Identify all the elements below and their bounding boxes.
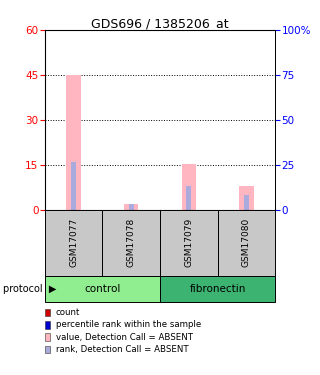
Text: GSM17078: GSM17078: [127, 218, 136, 267]
Bar: [67, 75, 81, 210]
Bar: [181, 164, 196, 210]
Text: GDS696 / 1385206_at: GDS696 / 1385206_at: [91, 17, 229, 30]
Bar: [160, 210, 218, 276]
Text: count: count: [56, 308, 80, 317]
Bar: [45, 276, 160, 302]
Bar: [160, 276, 275, 302]
Text: rank, Detection Call = ABSENT: rank, Detection Call = ABSENT: [56, 345, 188, 354]
Bar: [187, 186, 191, 210]
Text: control: control: [84, 284, 121, 294]
Bar: [239, 186, 253, 210]
Text: value, Detection Call = ABSENT: value, Detection Call = ABSENT: [56, 333, 193, 342]
Text: percentile rank within the sample: percentile rank within the sample: [56, 320, 201, 329]
Text: protocol  ▶: protocol ▶: [3, 284, 57, 294]
Bar: [129, 204, 133, 210]
Text: GSM17080: GSM17080: [242, 218, 251, 267]
Text: fibronectin: fibronectin: [189, 284, 246, 294]
Bar: [71, 162, 76, 210]
Bar: [45, 210, 102, 276]
Bar: [244, 195, 249, 210]
Bar: [102, 210, 160, 276]
Bar: [218, 210, 275, 276]
Bar: [124, 204, 138, 210]
Text: GSM17079: GSM17079: [184, 218, 193, 267]
Text: GSM17077: GSM17077: [69, 218, 78, 267]
